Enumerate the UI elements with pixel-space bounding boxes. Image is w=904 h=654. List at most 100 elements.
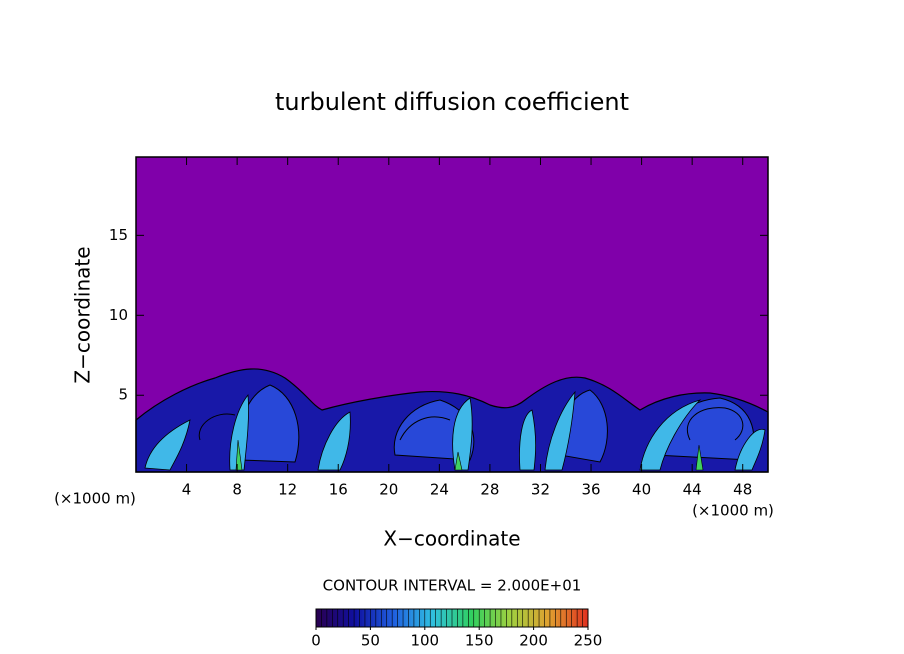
colorbar-cell (563, 609, 567, 627)
colorbar-cell (500, 609, 505, 627)
colorbar-cell (340, 609, 344, 627)
colorbar-cell (443, 609, 448, 627)
colorbar-cell (422, 609, 426, 627)
colorbar-cell (577, 609, 581, 627)
colorbar-cell (400, 609, 404, 627)
x-tick-label: 24 (430, 481, 449, 499)
colorbar-cell (530, 609, 535, 627)
colorbar-cell (335, 609, 339, 627)
colorbar-tick-label: 200 (519, 632, 548, 650)
colorbar-cell (476, 609, 480, 627)
colorbar-cell (408, 609, 412, 627)
colorbar-cell (441, 609, 445, 627)
colorbar-cell (343, 609, 347, 627)
colorbar-cell (514, 609, 518, 627)
colorbar-cell (547, 609, 551, 627)
colorbar-cell (460, 609, 464, 627)
colorbar-cell (389, 609, 393, 627)
colorbar-cell (403, 609, 407, 627)
colorbar-frame (315, 608, 589, 628)
colorbar-cell (479, 609, 483, 627)
colorbar-cell (558, 609, 562, 627)
colorbar-cell (555, 609, 559, 627)
colorbar-cell (449, 609, 453, 627)
colorbar-cell (356, 609, 361, 627)
colorbar-cell (528, 609, 532, 627)
colorbar-cell (316, 609, 320, 627)
colorbar-cell (394, 609, 399, 627)
x-tick-label: 20 (379, 481, 398, 499)
x-tick-label: 44 (683, 481, 702, 499)
colorbar-tick-label: 50 (361, 632, 380, 650)
colorbar-cell (367, 609, 371, 627)
x-tick-label: 12 (278, 481, 297, 499)
colorbar-cell (492, 609, 497, 627)
colorbar-cell (378, 609, 382, 627)
x-tick-label: 40 (632, 481, 651, 499)
field-blob (238, 384, 755, 463)
x-tick-label: 32 (531, 481, 550, 499)
colorbar-cell (509, 609, 513, 627)
field (135, 368, 769, 473)
x-tick-label: 28 (480, 481, 499, 499)
colorbar-tick-label: 100 (410, 632, 439, 650)
colorbar-cell (362, 609, 366, 627)
colorbar-cell (525, 609, 529, 627)
colorbar-cell (520, 609, 524, 627)
colorbar-cell (582, 609, 586, 627)
colorbar-cell (490, 609, 494, 627)
colorbar-cell (430, 609, 434, 627)
colorbar-cell (370, 609, 374, 627)
colorbar-cell (585, 609, 589, 627)
colorbar-cell (465, 609, 469, 627)
colorbar-cell (457, 609, 461, 627)
colorbar-cell (473, 609, 477, 627)
colorbar-cell (549, 609, 554, 627)
colorbar-cell (375, 609, 380, 627)
colorbar-cell (568, 609, 573, 627)
colorbar-cell (579, 609, 584, 627)
colorbar-cell (541, 609, 545, 627)
colorbar-cell (506, 609, 510, 627)
colorbar-cell (503, 609, 507, 627)
colorbar-cell (384, 609, 388, 627)
colorbar-caption: CONTOUR INTERVAL = 2.000E+01 (323, 577, 582, 595)
colorbar-cell (427, 609, 431, 627)
colorbar-cell (424, 609, 429, 627)
x-tick-label: 36 (581, 481, 600, 499)
colorbar-cell (345, 609, 350, 627)
colorbar-cell (571, 609, 575, 627)
colorbar-cell (438, 609, 442, 627)
y-axis-label: Z−coordinate (71, 246, 95, 383)
plot-frame (135, 156, 769, 473)
colorbar-cell (381, 609, 385, 627)
colorbar-cell (324, 609, 328, 627)
colorbar-cell (318, 609, 322, 627)
colorbar-cell (481, 609, 486, 627)
chart-title: turbulent diffusion coefficient (275, 88, 629, 116)
colorbar-cell (446, 609, 450, 627)
field-blob (235, 439, 704, 471)
colorbar-cell (348, 609, 352, 627)
colorbar-tick-label: 150 (465, 632, 494, 650)
colorbar-cell (397, 609, 401, 627)
colorbar-cell (326, 609, 331, 627)
colorbar-cell (321, 609, 325, 627)
colorbar-cell (392, 609, 396, 627)
colorbar-cell (329, 609, 333, 627)
colorbar-cell (566, 609, 570, 627)
y-tick-label: 15 (109, 226, 128, 244)
colorbar-cell (351, 609, 355, 627)
y-tick-label: 5 (118, 386, 128, 404)
y-tick-label: 10 (109, 306, 128, 324)
colorbar-cell (495, 609, 499, 627)
colorbar-cell (373, 609, 377, 627)
x-tick-label: 48 (733, 481, 752, 499)
colorbar-cell (452, 609, 456, 627)
colorbar-cell (484, 609, 488, 627)
colorbar-cell (416, 609, 420, 627)
colorbar-cell (419, 609, 423, 627)
colorbar-cell (454, 609, 458, 627)
colorbar-cell (471, 609, 475, 627)
